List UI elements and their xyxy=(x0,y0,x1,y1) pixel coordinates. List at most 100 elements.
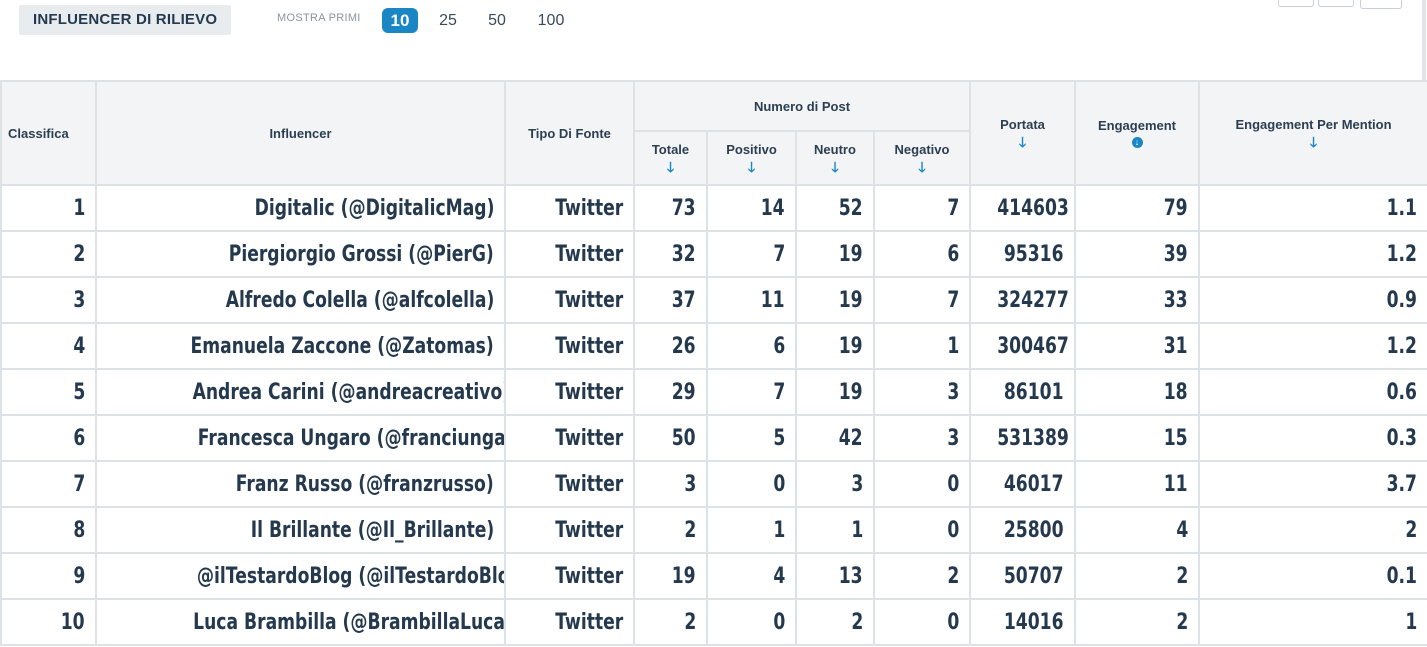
arrow-down-icon[interactable]: 🡓 xyxy=(831,158,839,175)
arrow-down-icon[interactable]: 🡓 xyxy=(918,158,926,175)
column-header-engagement[interactable]: Engagement ↓ xyxy=(1074,80,1201,186)
cell-epm: 0.3 xyxy=(1198,414,1427,462)
cell-total-text: 73 xyxy=(672,195,696,221)
cell-rank-text: 5 xyxy=(73,379,85,405)
cell-rank: 6 xyxy=(0,414,97,462)
cell-influencer-text: Andrea Carini (@andreacreativo) xyxy=(192,379,505,405)
column-header-total[interactable]: Totale 🡓 xyxy=(633,130,708,186)
cell-total-text: 19 xyxy=(672,563,696,589)
cell-influencer-text: Piergiorgio Grossi (@PierG) xyxy=(228,241,494,267)
cell-influencer[interactable]: @ilTestardoBlog (@ilTestardoBlog) xyxy=(95,552,506,600)
scrollbar-track[interactable] xyxy=(1422,0,1426,80)
cell-total-text: 26 xyxy=(672,333,696,359)
cell-rank: 4 xyxy=(0,322,97,370)
sorted-desc-circle-icon[interactable]: ↓ xyxy=(1131,137,1143,148)
cell-engagement-text: 2 xyxy=(1176,563,1189,589)
cell-influencer[interactable]: Piergiorgio Grossi (@PierG) xyxy=(95,230,506,278)
cell-reach-text: 324277 xyxy=(997,287,1069,313)
cell-negative: 0 xyxy=(872,598,972,646)
cell-total-text: 2 xyxy=(684,517,696,543)
cell-negative-text: 7 xyxy=(947,287,960,313)
pager-button-prev[interactable] xyxy=(1278,0,1314,7)
table-row: 8 Il Brillante (@Il_Brillante) Twitter 2… xyxy=(0,506,1427,554)
table-row: 4 Emanuela Zaccone (@Zatomas) Twitter 26… xyxy=(0,322,1427,370)
cell-influencer[interactable]: Francesca Ungaro (@franciungaro) xyxy=(95,414,506,462)
arrow-down-icon[interactable]: 🡓 xyxy=(1309,133,1318,150)
cell-neutral: 19 xyxy=(795,230,875,278)
pager-button-next[interactable] xyxy=(1360,0,1402,9)
table-row: 2 Piergiorgio Grossi (@PierG) Twitter 32… xyxy=(0,230,1427,278)
cell-engagement-text: 31 xyxy=(1164,333,1189,359)
cell-reach: 14016 xyxy=(969,598,1077,646)
cell-total: 37 xyxy=(633,276,708,324)
cell-negative-text: 0 xyxy=(947,517,960,543)
cell-rank-text: 8 xyxy=(73,517,85,543)
column-header-rank[interactable]: Classifica xyxy=(0,80,97,186)
column-header-negative[interactable]: Negativo 🡓 xyxy=(872,130,972,186)
column-header-reach-label: Portata xyxy=(1000,116,1045,132)
cell-influencer-text: Il Brillante (@Il_Brillante) xyxy=(250,517,494,543)
cell-positive: 7 xyxy=(706,230,797,278)
cell-positive-text: 6 xyxy=(773,333,785,359)
table-row: 10 Luca Brambilla (@BrambillaLuca) Twitt… xyxy=(0,598,1427,646)
cell-total-text: 50 xyxy=(672,425,696,451)
show-option-10[interactable]: 10 xyxy=(382,8,418,33)
cell-influencer[interactable]: Andrea Carini (@andreacreativo) xyxy=(95,368,506,416)
cell-reach-text: 50707 xyxy=(1004,563,1065,589)
cell-engagement: 39 xyxy=(1074,230,1201,278)
show-option-50[interactable]: 50 xyxy=(488,12,506,29)
cell-epm-text: 0.9 xyxy=(1386,287,1418,313)
column-header-source-type[interactable]: Tipo Di Fonte xyxy=(504,80,635,186)
cell-neutral: 13 xyxy=(795,552,875,600)
cell-epm: 1.2 xyxy=(1198,322,1427,370)
column-header-neutral[interactable]: Neutro 🡓 xyxy=(795,130,875,186)
cell-negative-text: 1 xyxy=(947,333,960,359)
cell-epm-text: 1.2 xyxy=(1386,333,1418,359)
cell-rank-text: 1 xyxy=(73,195,85,221)
column-header-reach[interactable]: Portata 🡓 xyxy=(969,80,1077,186)
arrow-down-icon[interactable]: 🡓 xyxy=(747,158,756,175)
column-header-engagement-per-mention[interactable]: Engagement Per Mention 🡓 xyxy=(1198,80,1427,186)
table-row: 3 Alfredo Colella (@alfcolella) Twitter … xyxy=(0,276,1427,324)
cell-influencer[interactable]: Emanuela Zaccone (@Zatomas) xyxy=(95,322,506,370)
cell-influencer[interactable]: Luca Brambilla (@BrambillaLuca) xyxy=(95,598,506,646)
column-header-total-label: Totale xyxy=(651,141,690,157)
cell-neutral: 19 xyxy=(795,322,875,370)
cell-reach: 46017 xyxy=(969,460,1077,508)
cell-reach-text: 531389 xyxy=(997,425,1069,451)
cell-reach-text: 46017 xyxy=(1004,471,1065,497)
cell-engagement-text: 18 xyxy=(1164,379,1189,405)
cell-neutral-text: 1 xyxy=(851,517,863,543)
show-option-100[interactable]: 100 xyxy=(537,12,565,29)
pager-button-page[interactable] xyxy=(1318,0,1354,7)
cell-total: 3 xyxy=(633,460,708,508)
cell-engagement: 2 xyxy=(1074,598,1201,646)
cell-source: Twitter xyxy=(504,276,635,324)
cell-influencer-text: Alfredo Colella (@alfcolella) xyxy=(225,287,494,313)
column-header-influencer[interactable]: Influencer xyxy=(95,80,506,186)
cell-engagement-text: 11 xyxy=(1164,471,1189,497)
cell-source: Twitter xyxy=(504,598,635,646)
cell-influencer-text: Digitalic (@DigitalicMag) xyxy=(254,195,494,221)
column-header-epm-label: Engagement Per Mention xyxy=(1235,116,1392,132)
column-header-negative-label: Negativo xyxy=(894,141,950,157)
show-option-25[interactable]: 25 xyxy=(439,12,457,29)
cell-source-text: Twitter xyxy=(554,563,623,589)
cell-influencer-text: @ilTestardoBlog (@ilTestardoBlog) xyxy=(196,563,505,589)
column-header-positive[interactable]: Positivo 🡓 xyxy=(706,130,797,186)
cell-engagement: 79 xyxy=(1074,184,1201,232)
table-row: 1 Digitalic (@DigitalicMag) Twitter 73 1… xyxy=(0,184,1427,232)
cell-influencer[interactable]: Alfredo Colella (@alfcolella) xyxy=(95,276,506,324)
cell-engagement: 11 xyxy=(1074,460,1201,508)
arrow-down-icon[interactable]: 🡓 xyxy=(1018,133,1027,150)
cell-total-text: 29 xyxy=(672,379,696,405)
cell-epm-text: 0.1 xyxy=(1386,563,1418,589)
cell-influencer[interactable]: Franz Russo (@franzrusso) xyxy=(95,460,506,508)
cell-influencer[interactable]: Digitalic (@DigitalicMag) xyxy=(95,184,506,232)
cell-neutral: 1 xyxy=(795,506,875,554)
cell-influencer[interactable]: Il Brillante (@Il_Brillante) xyxy=(95,506,506,554)
cell-source-text: Twitter xyxy=(554,195,623,221)
arrow-down-icon[interactable]: 🡓 xyxy=(666,158,675,175)
cell-negative: 2 xyxy=(872,552,972,600)
cell-negative-text: 0 xyxy=(947,471,960,497)
